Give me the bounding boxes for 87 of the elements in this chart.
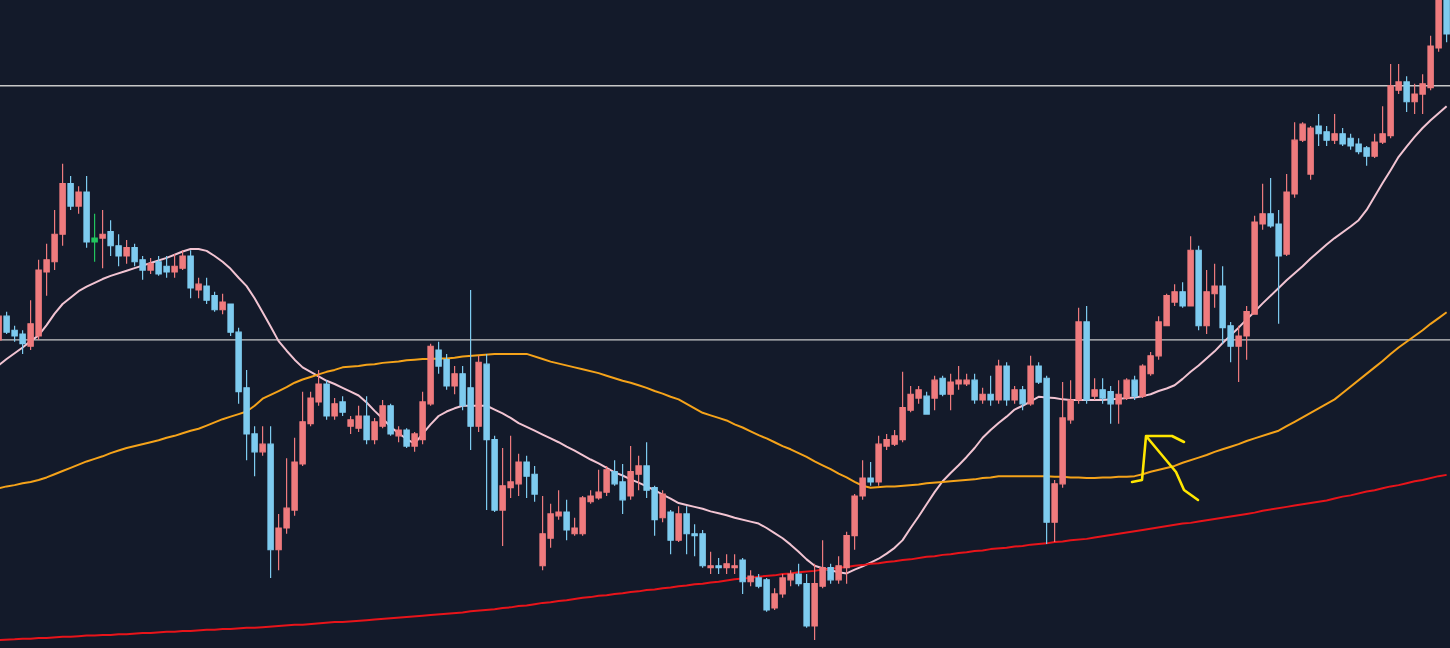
candlestick bbox=[563, 499, 570, 541]
candlestick bbox=[395, 425, 402, 443]
candlestick bbox=[739, 557, 746, 595]
candlestick bbox=[3, 311, 10, 335]
candlestick bbox=[675, 505, 682, 543]
candlestick bbox=[1403, 75, 1410, 113]
candlestick bbox=[19, 329, 26, 355]
candlestick bbox=[123, 239, 130, 265]
candlestick bbox=[979, 387, 986, 405]
candlestick bbox=[355, 405, 362, 433]
candlestick bbox=[467, 289, 474, 451]
candlestick bbox=[659, 489, 666, 523]
candlestick bbox=[147, 257, 154, 275]
candlestick bbox=[99, 209, 106, 269]
candlestick bbox=[203, 277, 210, 305]
candlestick bbox=[483, 353, 490, 511]
candlestick bbox=[699, 529, 706, 569]
candlestick bbox=[987, 375, 994, 407]
candlestick bbox=[899, 371, 906, 443]
candlestick bbox=[179, 249, 186, 271]
candlestick bbox=[715, 557, 722, 575]
candlestick bbox=[83, 175, 90, 249]
candlestick bbox=[1179, 281, 1186, 309]
candlestick bbox=[1131, 375, 1138, 401]
candlestick bbox=[579, 495, 586, 537]
candlestick bbox=[875, 435, 882, 487]
candlestick bbox=[923, 391, 930, 415]
candlestick bbox=[171, 253, 178, 279]
candlestick bbox=[963, 373, 970, 387]
candlestick bbox=[1363, 145, 1370, 167]
candlestick bbox=[707, 551, 714, 575]
candlestick bbox=[939, 375, 946, 397]
candlestick bbox=[1443, 0, 1450, 43]
candlestick bbox=[163, 255, 170, 279]
candlestick bbox=[387, 403, 394, 437]
candlestick bbox=[1307, 125, 1314, 181]
candlestick bbox=[195, 277, 202, 299]
candlestick bbox=[971, 373, 978, 405]
candlestick bbox=[323, 379, 330, 421]
candlestick bbox=[1187, 235, 1194, 307]
candlestick bbox=[1387, 63, 1394, 139]
candlestick bbox=[155, 255, 162, 277]
candlestick bbox=[403, 427, 410, 449]
candlestick bbox=[1339, 127, 1346, 147]
candlestick bbox=[1019, 385, 1026, 411]
candlestick bbox=[1195, 245, 1202, 331]
candlestick bbox=[331, 397, 338, 421]
candlestick bbox=[259, 425, 266, 457]
candlestick bbox=[475, 355, 482, 433]
candlestick bbox=[627, 445, 634, 501]
candlestick bbox=[595, 469, 602, 501]
candlestick bbox=[1107, 385, 1114, 425]
candlestick bbox=[75, 185, 82, 215]
candlestick bbox=[1083, 305, 1090, 405]
candlestick bbox=[619, 463, 626, 515]
candlestick bbox=[1027, 355, 1034, 407]
candlestick bbox=[523, 455, 530, 499]
candlestick bbox=[683, 505, 690, 555]
candlestick bbox=[867, 461, 874, 487]
candlestick bbox=[67, 175, 74, 211]
candlestick bbox=[1115, 379, 1122, 425]
candlestick bbox=[747, 569, 754, 587]
candlestick bbox=[947, 373, 954, 411]
candlestick bbox=[219, 293, 226, 315]
candlestick bbox=[1091, 377, 1098, 401]
candlestick bbox=[667, 509, 674, 555]
candlestick bbox=[1331, 113, 1338, 145]
candlestick bbox=[931, 375, 938, 411]
candlestick bbox=[267, 425, 274, 579]
candlestick bbox=[827, 563, 834, 585]
candlestick bbox=[339, 395, 346, 417]
candlestick bbox=[91, 213, 98, 263]
candlestick bbox=[723, 553, 730, 575]
candlestick bbox=[995, 359, 1002, 405]
candlestick bbox=[763, 577, 770, 613]
candlestick bbox=[1203, 269, 1210, 335]
candlestick bbox=[451, 365, 458, 395]
candlestick bbox=[915, 385, 922, 405]
candlestick bbox=[187, 249, 194, 299]
candlestick bbox=[1011, 385, 1018, 405]
candlestick bbox=[1347, 133, 1354, 151]
candlestick bbox=[731, 553, 738, 575]
candlestick bbox=[1003, 361, 1010, 407]
candlestick bbox=[1315, 113, 1322, 147]
candlestick bbox=[539, 495, 546, 571]
candlestick bbox=[363, 395, 370, 445]
candlestick bbox=[603, 465, 610, 497]
